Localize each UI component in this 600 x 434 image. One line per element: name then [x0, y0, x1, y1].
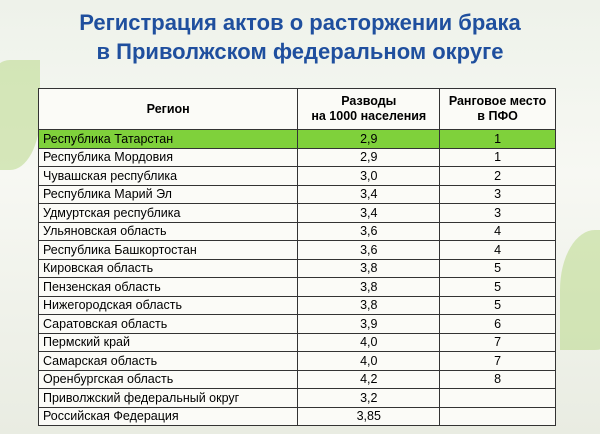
- table-row: Республика Татарстан 2,9 1: [37, 129, 556, 149]
- header-line: в ПФО: [477, 109, 518, 123]
- title-line: в Приволжском федеральном округе: [96, 39, 504, 64]
- table-cell: [439, 406, 556, 426]
- table-cell: Оренбургская область: [37, 369, 299, 389]
- title-line: Регистрация актов о расторжении брака: [79, 10, 521, 35]
- table-cell: Республика Башкортостан: [37, 240, 299, 260]
- header-line: на 1000 населения: [311, 109, 427, 123]
- column-header: Ранговое место в ПФО: [439, 88, 556, 130]
- table-cell: Республика Марий Эл: [37, 184, 299, 204]
- table-cell: 3,85: [297, 406, 441, 426]
- table-cell: 1: [439, 147, 556, 167]
- table-cell: 3,6: [297, 221, 441, 241]
- table-cell: 4,2: [297, 369, 441, 389]
- table-row: Нижегородская область 3,8 5: [37, 295, 556, 315]
- table-cell: 4,0: [297, 351, 441, 371]
- table-row: Чувашская республика 3,0 2: [37, 166, 556, 186]
- column-header: Регион: [37, 88, 299, 130]
- table-cell: Республика Татарстан: [37, 129, 299, 149]
- header-line: Регион: [146, 101, 190, 116]
- table-cell: 4: [439, 221, 556, 241]
- table-row: Саратовская область 3,9 6: [37, 314, 556, 334]
- table-row: Оренбургская область 4,2 8: [37, 369, 556, 389]
- table-cell: 7: [439, 351, 556, 371]
- table-cell: 3,0: [297, 166, 441, 186]
- table-cell: Российская Федерация: [37, 406, 299, 426]
- table-cell: 3,8: [297, 295, 441, 315]
- table-cell: [439, 388, 556, 408]
- table-cell: Пермский край: [37, 332, 299, 352]
- table-cell: 4,0: [297, 332, 441, 352]
- table-cell: 1: [439, 129, 556, 149]
- table-cell: 2: [439, 166, 556, 186]
- title: Регистрация актов о расторжении брака в П…: [0, 8, 600, 66]
- table-cell: Кировская область: [37, 258, 299, 278]
- table-cell: Республика Мордовия: [37, 147, 299, 167]
- table-cell: Удмуртская республика: [37, 203, 299, 223]
- table-row: Кировская область 3,8 5: [37, 258, 556, 278]
- table-cell: 2,9: [297, 147, 441, 167]
- table-row: Удмуртская республика 3,4 3: [37, 203, 556, 223]
- table-row: Республика Башкортостан 3,6 4: [37, 240, 556, 260]
- table-row: Приволжский федеральный округ 3,2: [37, 388, 556, 408]
- table-cell: 3: [439, 203, 556, 223]
- table-row: Республика Мордовия 2,9 1: [37, 147, 556, 167]
- table-cell: 5: [439, 277, 556, 297]
- table-cell: 4: [439, 240, 556, 260]
- table-cell: Пензенская область: [37, 277, 299, 297]
- table-cell: Ульяновская область: [37, 221, 299, 241]
- table-cell: 3,9: [297, 314, 441, 334]
- table-cell: 3,2: [297, 388, 441, 408]
- table-row: Пермский край 4,0 7: [37, 332, 556, 352]
- table-row: Самарская область 4,0 7: [37, 351, 556, 371]
- table-cell: 2,9: [297, 129, 441, 149]
- decor-leaf: [0, 60, 40, 170]
- table-row: Пензенская область 3,8 5: [37, 277, 556, 297]
- table-cell: 3,8: [297, 277, 441, 297]
- table-cell: Приволжский федеральный округ: [37, 388, 299, 408]
- table-cell: 5: [439, 258, 556, 278]
- table-cell: 6: [439, 314, 556, 334]
- column-header: Разводы на 1000 населения: [297, 88, 441, 130]
- table-cell: 3,6: [297, 240, 441, 260]
- table-cell: 8: [439, 369, 556, 389]
- table-cell: Нижегородская область: [37, 295, 299, 315]
- table-cell: 7: [439, 332, 556, 352]
- table-cell: Саратовская область: [37, 314, 299, 334]
- table-cell: 3,4: [297, 203, 441, 223]
- table-cell: Чувашская республика: [37, 166, 299, 186]
- table: Регион Разводы на 1000 населения Ранговое м…: [37, 88, 556, 426]
- table-row: Республика Марий Эл 3,4 3: [37, 184, 556, 204]
- table-cell: 3,8: [297, 258, 441, 278]
- header-line: Ранговое место: [448, 94, 547, 108]
- table-row: Ульяновская область 3,6 4: [37, 221, 556, 241]
- table-row: Российская Федерация 3,85: [37, 406, 556, 426]
- table-cell: 5: [439, 295, 556, 315]
- table-cell: 3: [439, 184, 556, 204]
- table-cell: 3,4: [297, 184, 441, 204]
- header-row: Регион Разводы на 1000 населения Ранговое м…: [37, 88, 556, 130]
- decor-leaf: [560, 230, 600, 350]
- table-cell: Самарская область: [37, 351, 299, 371]
- header-line: Разводы: [341, 94, 397, 108]
